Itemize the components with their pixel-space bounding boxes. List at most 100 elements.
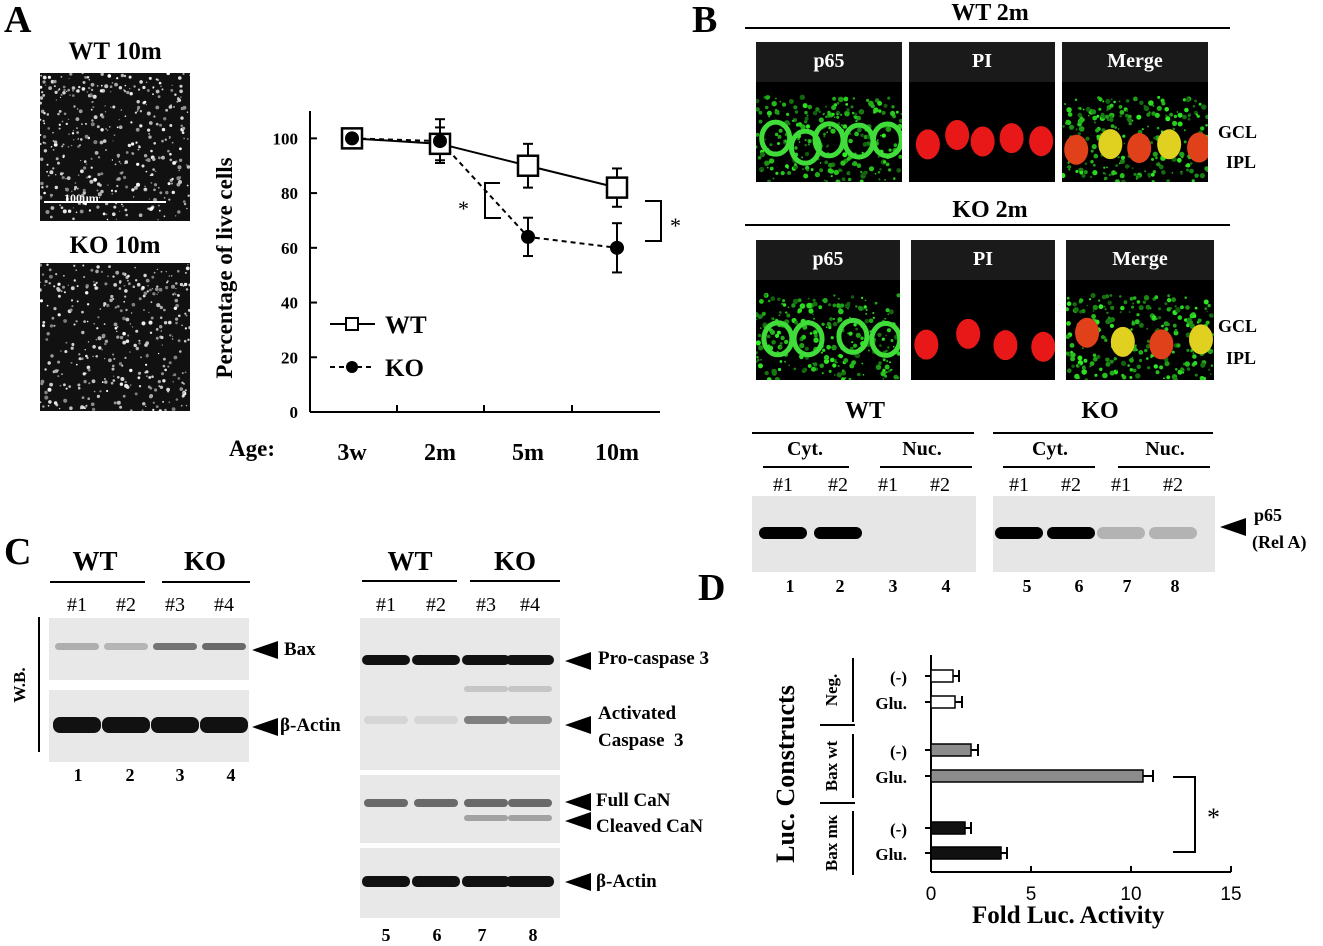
cell-dot: [101, 381, 104, 384]
cell-dot: [46, 113, 50, 116]
cell-dot: [129, 92, 133, 96]
green-signal: [1177, 369, 1183, 375]
cell-dot: [78, 353, 81, 356]
green-signal: [1184, 296, 1187, 299]
cell-dot: [124, 295, 127, 298]
green-signal: [1142, 300, 1147, 304]
green-signal: [1072, 126, 1075, 128]
green-signal: [1136, 364, 1141, 369]
green-signal: [772, 177, 775, 180]
x-tick-label: 15: [1220, 884, 1241, 905]
cell-dot: [170, 104, 172, 106]
cell-dot: [117, 376, 120, 379]
panel-letter-d: D: [698, 567, 726, 609]
cell-dot: [74, 185, 78, 189]
green-signal: [837, 365, 840, 368]
age-label: Age:: [229, 436, 275, 461]
cell-dot: [153, 271, 156, 274]
green-signal: [1176, 343, 1181, 348]
green-signal: [885, 334, 887, 337]
green-signal: [1085, 136, 1090, 141]
cell-dot: [185, 404, 188, 407]
green-signal: [1066, 166, 1069, 169]
cell-dot: [69, 406, 73, 410]
cell-dot: [48, 268, 52, 272]
green-signal: [841, 177, 846, 182]
cell-dot: [53, 140, 58, 144]
green-signal: [768, 158, 775, 164]
green-signal: [1182, 98, 1187, 102]
lane-number: 2: [835, 576, 845, 596]
green-signal: [774, 376, 780, 380]
cell-dot: [63, 319, 67, 323]
cell-dot: [82, 264, 85, 267]
bax-arrow-icon: [252, 641, 278, 659]
green-signal: [1131, 167, 1134, 170]
cell-dot: [157, 218, 159, 221]
green-signal: [766, 110, 772, 116]
cell-dot: [178, 76, 182, 80]
cell-dot: [144, 185, 146, 187]
nucleus: [1187, 132, 1208, 163]
cell-dot: [123, 175, 127, 180]
green-signal: [873, 107, 879, 113]
cell-dot: [97, 182, 101, 186]
cell-dot: [82, 372, 86, 376]
p65-band: [995, 527, 1043, 539]
cell-dot: [175, 215, 177, 217]
green-signal: [832, 363, 837, 368]
cell-dot: [146, 89, 150, 92]
green-signal: [850, 105, 854, 109]
cell-dot: [104, 358, 106, 360]
cell-dot: [161, 344, 163, 346]
green-signal: [1176, 111, 1179, 113]
cell-dot: [101, 349, 103, 351]
sig-star-5m: *: [458, 196, 469, 221]
green-signal: [837, 122, 841, 125]
group-label: Bax wt: [822, 740, 841, 791]
cell-dot: [71, 190, 73, 193]
green-signal: [771, 339, 776, 345]
green-signal: [1127, 114, 1132, 119]
green-signal: [868, 100, 874, 107]
cell-dot: [186, 111, 189, 113]
green-signal: [1200, 362, 1206, 368]
green-signal: [1191, 179, 1195, 182]
confocal-wt-label-2: Merge: [1107, 50, 1163, 72]
green-signal: [1062, 125, 1065, 128]
green-signal: [756, 340, 761, 346]
green-signal: [888, 309, 894, 315]
cell-dot: [90, 94, 94, 98]
cell-dot: [141, 164, 145, 168]
cell-dot: [163, 357, 166, 361]
cell-dot: [131, 302, 136, 307]
cell-outline: [759, 119, 793, 157]
green-signal: [758, 363, 763, 369]
green-signal: [1147, 366, 1151, 370]
cell-dot: [67, 118, 70, 121]
header-band: [911, 240, 1055, 280]
cell-dot: [146, 111, 151, 116]
cell-dot: [50, 206, 55, 210]
green-signal: [1192, 352, 1195, 355]
green-signal: [1171, 350, 1175, 354]
cell-dot: [84, 76, 87, 79]
actin-r-label: β-Actin: [596, 871, 657, 892]
cell-dot: [152, 86, 155, 89]
green-signal: [766, 377, 772, 380]
green-signal: [1192, 104, 1196, 108]
cell-dot: [120, 109, 123, 111]
green-signal: [884, 317, 887, 320]
cell-dot: [184, 371, 187, 374]
lane-number: 5: [1022, 576, 1032, 596]
cell-dot: [171, 182, 173, 185]
cell-dot: [171, 335, 174, 338]
green-signal: [1166, 307, 1171, 312]
cell-dot: [155, 105, 160, 110]
cell-dot: [183, 137, 185, 140]
green-signal: [769, 329, 776, 335]
green-signal: [836, 115, 840, 119]
green-signal: [1132, 302, 1135, 305]
green-signal: [774, 333, 780, 338]
green-signal: [1101, 114, 1105, 119]
